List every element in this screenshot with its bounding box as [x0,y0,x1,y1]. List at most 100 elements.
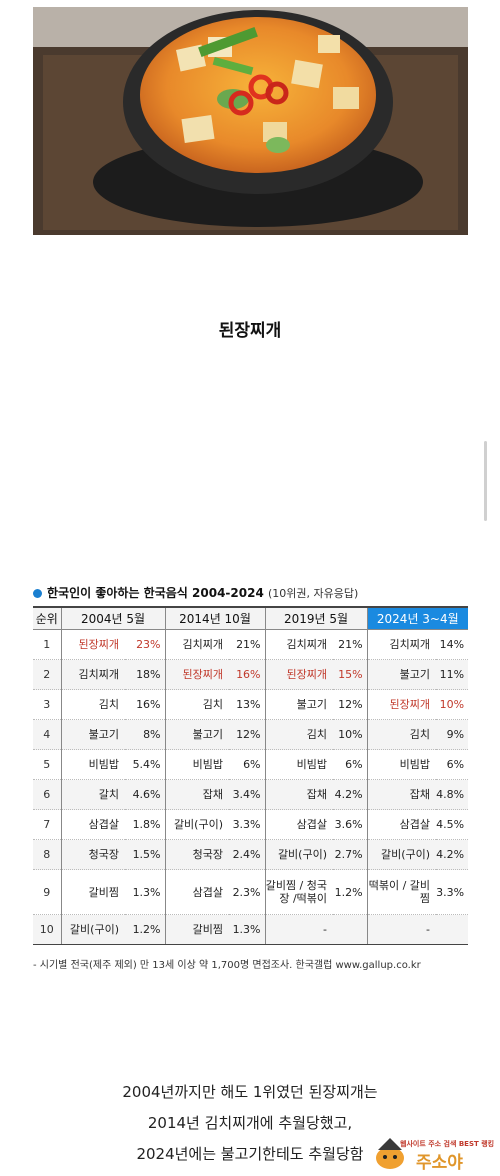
percent-cell: 4.6% [125,779,166,810]
mascot-icon [376,1138,404,1169]
percent-cell: 12% [229,719,266,750]
table-row: 7 삼겹살 1.8% 갈비(구이) 3.3% 삼겹살 3.6% 삼겹살 4.5% [33,809,469,840]
food-name-cell: 갈비(구이) [366,839,437,870]
food-name-cell: 삼겹살 [264,809,334,840]
percent-cell: 21% [333,629,368,660]
food-name-cell: 된장찌개 [60,629,125,660]
scrollbar-thumb[interactable] [484,441,487,521]
header-2004: 2004년 5월 [60,606,166,630]
bullet-dot-icon [33,589,42,598]
food-name-cell: 비빔밥 [366,749,437,780]
percent-cell: 13% [229,689,266,720]
percent-cell: 1.2% [125,914,166,945]
percent-cell: 2.4% [229,839,266,870]
percent-cell: 2.3% [229,869,266,915]
food-name-cell: 갈비찜 [60,869,125,915]
percent-cell: 15% [333,659,368,690]
table-row: 8 청국장 1.5% 청국장 2.4% 갈비(구이) 2.7% 갈비(구이) 4.2% [33,839,469,870]
percent-cell: 1.8% [125,809,166,840]
percent-cell: 12% [333,689,368,720]
percent-cell: 3.6% [333,809,368,840]
rank-cell: 1 [33,629,61,660]
watermark-tagline: 웹사이트 주소 검색 BEST 랭킹 [400,1140,495,1148]
food-name-cell: 갈비찜 [164,914,230,945]
survey-figure: 한국인이 좋아하는 한국음식 2004-2024 (10위권, 자유응답) 순위… [33,582,469,972]
site-watermark: 웹사이트 주소 검색 BEST 랭킹 주소야 [372,1136,496,1173]
food-name-cell: 불고기 [366,659,437,690]
percent-cell: 1.5% [125,839,166,870]
food-name-cell: 갈비(구이) [164,809,230,840]
percent-cell: 21% [229,629,266,660]
table-row: 10 갈비(구이) 1.2% 갈비찜 1.3% - - [33,914,469,945]
food-name-cell: 잡채 [164,779,230,810]
percent-cell: 14% [436,629,469,660]
food-name-cell: 비빔밥 [164,749,230,780]
percent-cell: 16% [125,689,166,720]
article-line-3: 2024년에는 불고기한테도 추월당함 [136,1145,364,1163]
ranking-table: 순위 2004년 5월 2014년 10월 2019년 5월 2024년 3~4… [33,606,469,945]
percent-cell: 3.4% [229,779,266,810]
doenjang-jjigae-image [33,7,468,235]
percent-cell: 2.7% [333,839,368,870]
food-name-cell: 갈치 [60,779,125,810]
food-name-cell: 김치찌개 [164,629,230,660]
rank-cell: 5 [33,749,61,780]
photo-caption: 된장찌개 [218,321,282,341]
food-name-cell: 불고기 [60,719,125,750]
food-name-cell: 잡채 [264,779,334,810]
rank-cell: 7 [33,809,61,840]
food-name-cell: 된장찌개 [366,689,437,720]
food-name-cell: 김치찌개 [264,629,334,660]
food-name-cell: 비빔밥 [60,749,125,780]
header-2014: 2014년 10월 [164,606,266,630]
rank-cell: 9 [33,869,61,915]
food-name-cell: - [264,914,334,945]
table-header-row: 순위 2004년 5월 2014년 10월 2019년 5월 2024년 3~4… [33,606,469,630]
food-name-cell: 된장찌개 [264,659,334,690]
food-name-cell: 된장찌개 [164,659,230,690]
food-name-cell: 김치 [164,689,230,720]
percent-cell: 6% [436,749,469,780]
percent-cell: 8% [125,719,166,750]
percent-cell: 5.4% [125,749,166,780]
food-name-cell: 김치 [366,719,437,750]
header-2024: 2024년 3~4월 [366,606,469,630]
food-name-cell: 비빔밥 [264,749,334,780]
food-name-cell: 갈비(구이) [264,839,334,870]
percent-cell: 1.3% [229,914,266,945]
survey-title: 한국인이 좋아하는 한국음식 2004-2024 (10위권, 자유응답) [33,584,358,602]
table-row: 9 갈비찜 1.3% 삼겹살 2.3% 갈비찜 / 청국장 /떡볶이 1.2% 떡볶이 / 갈… [33,869,469,915]
food-name-cell: 김치찌개 [60,659,125,690]
food-name-cell: 잡채 [366,779,437,810]
food-name-cell: 삼겹살 [164,869,230,915]
rank-cell: 4 [33,719,61,750]
percent-cell: 16% [229,659,266,690]
header-rank: 순위 [33,606,61,630]
food-name-cell: 청국장 [164,839,230,870]
rank-cell: 10 [33,914,61,945]
survey-subtitle: (10위권, 자유응답) [267,587,359,600]
rank-cell: 2 [33,659,61,690]
percent-cell: 11% [436,659,469,690]
survey-note: - 시기별 전국(제주 제외) 만 13세 이상 약 1,700명 면접조사. … [33,960,421,971]
table-row: 1 된장찌개 23% 김치찌개 21% 김치찌개 21% 김치찌개 14% [33,629,469,660]
food-name-cell: 갈비찜 / 청국장 /떡볶이 [264,869,334,915]
percent-cell: 6% [333,749,368,780]
percent-cell: 4.2% [436,839,469,870]
header-2019: 2019년 5월 [264,606,368,630]
percent-cell: 23% [125,629,166,660]
article-line-1: 2004년까지만 해도 1위였던 된장찌개는 [122,1083,378,1101]
percent-cell: 10% [333,719,368,750]
percent-cell: 9% [436,719,469,750]
percent-cell: 4.8% [436,779,469,810]
article-text: 2004년까지만 해도 1위였던 된장찌개는 2014년 김치찌개에 추월당했고… [0,1077,500,1170]
rank-cell: 6 [33,779,61,810]
food-name-cell: 불고기 [264,689,334,720]
percent-cell: 10% [436,689,469,720]
table-row: 5 비빔밥 5.4% 비빔밥 6% 비빔밥 6% 비빔밥 6% [33,749,469,780]
table-row: 6 갈치 4.6% 잡채 3.4% 잡채 4.2% 잡채 4.8% [33,779,469,810]
percent-cell: 6% [229,749,266,780]
stew-photo [33,7,468,235]
food-name-cell: 삼겹살 [60,809,125,840]
percent-cell: 1.2% [333,869,368,915]
